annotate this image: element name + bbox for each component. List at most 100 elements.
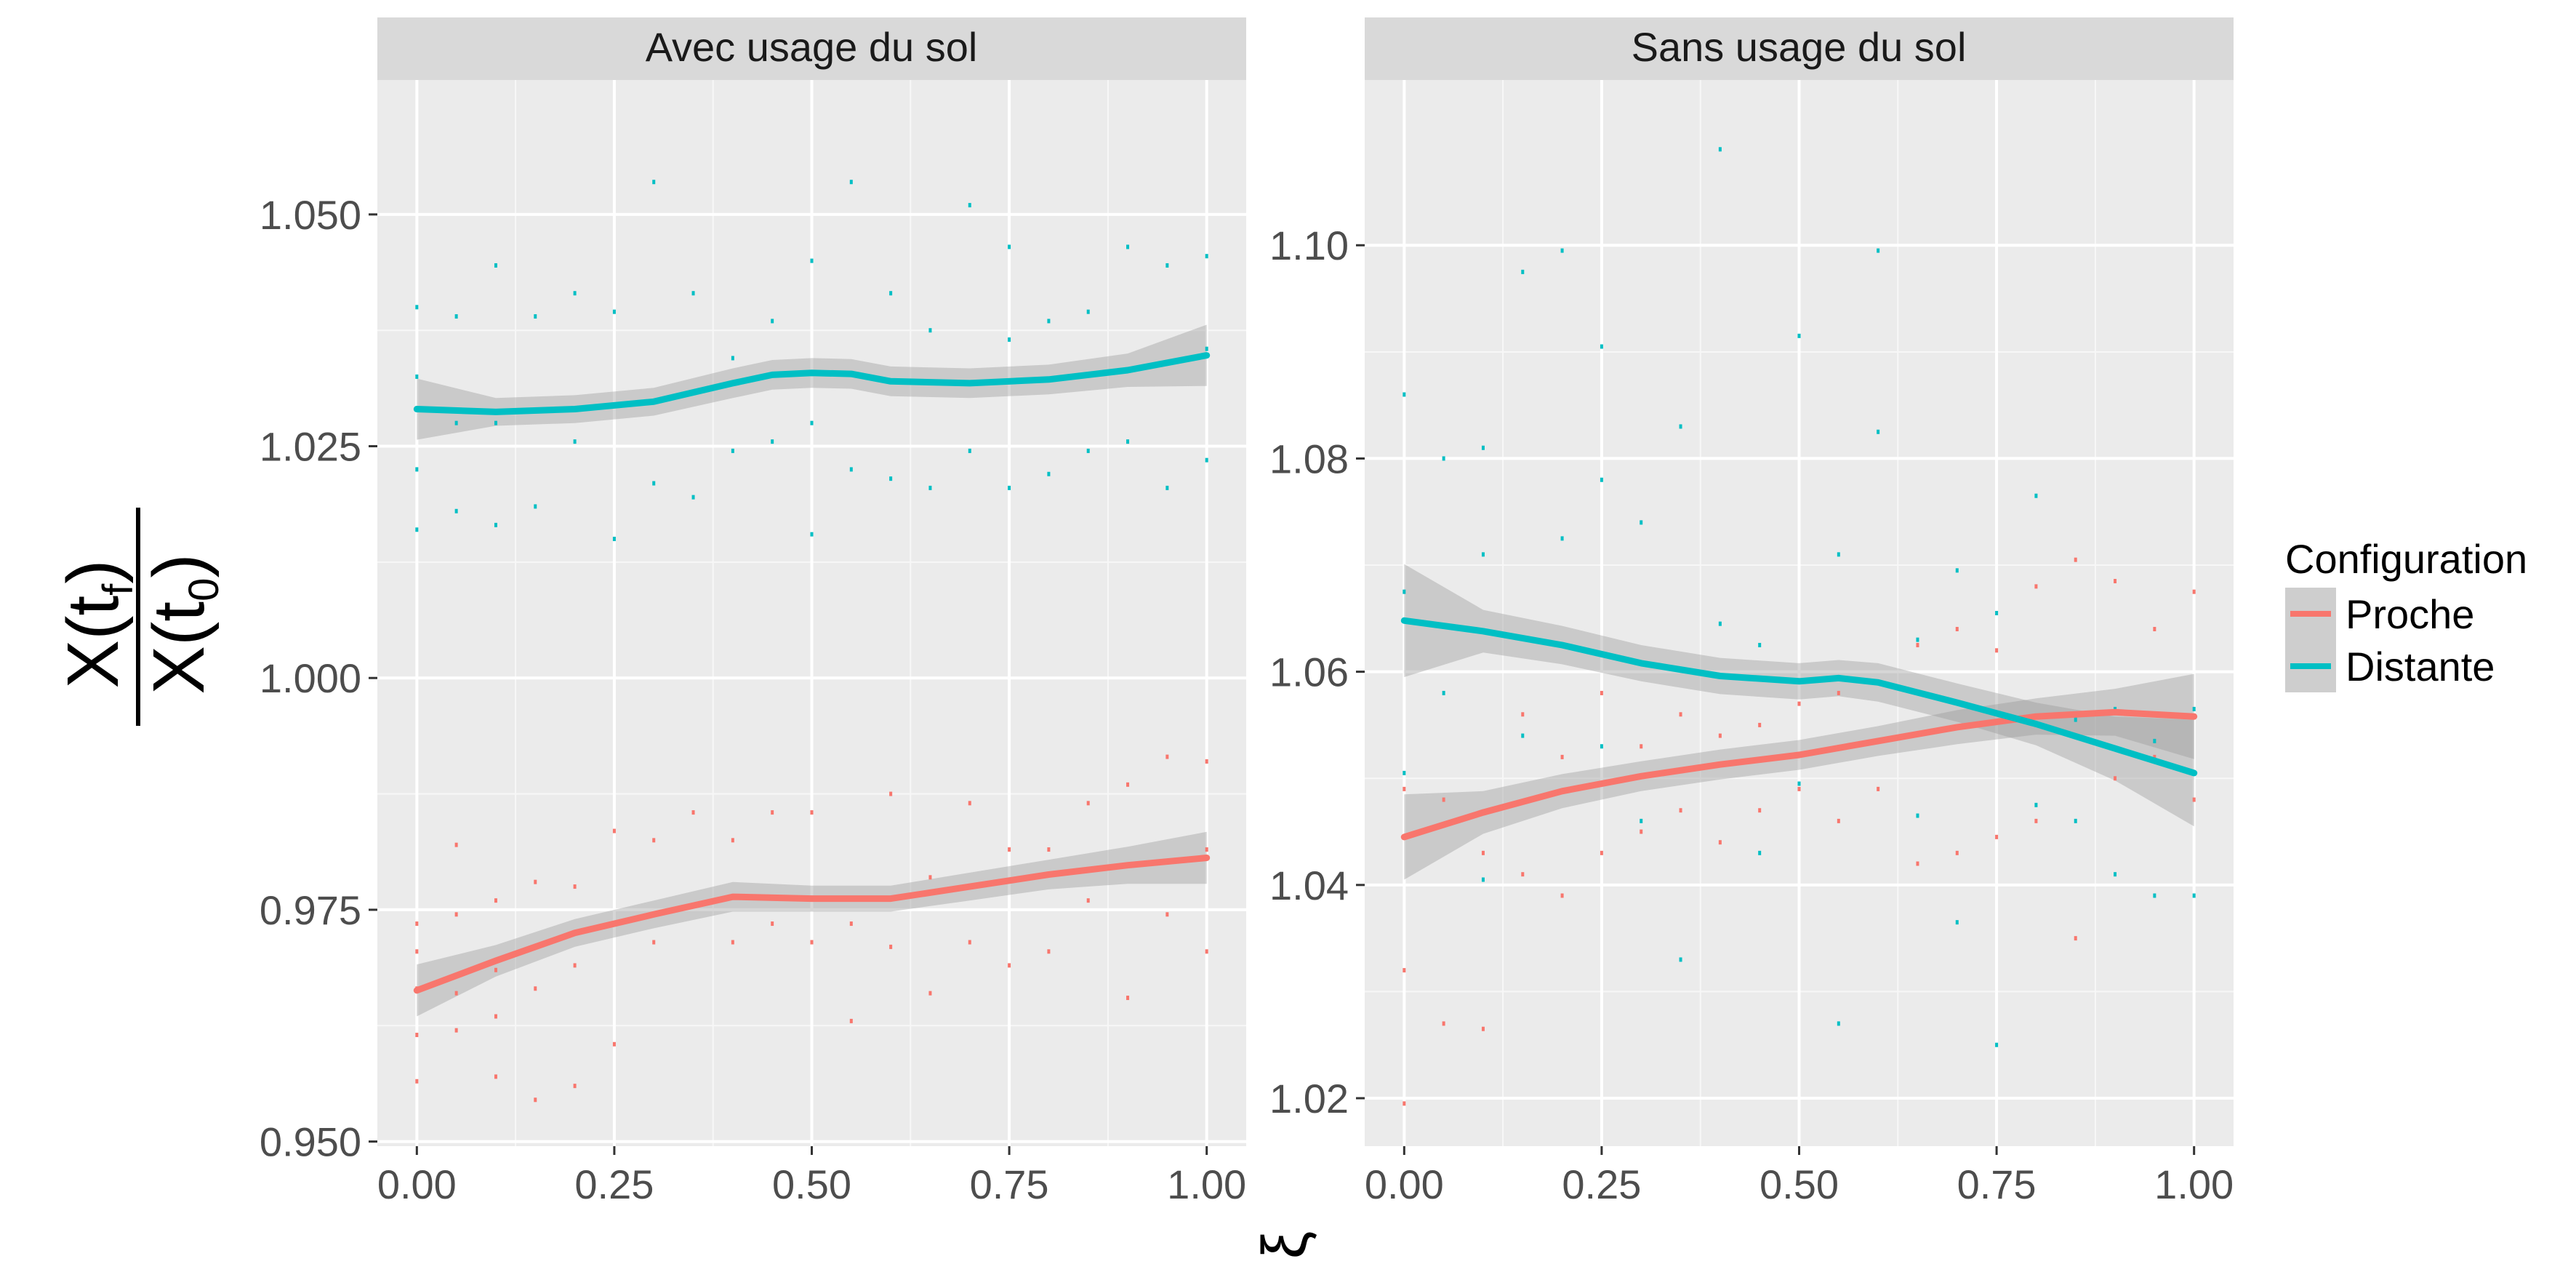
x-tick-label: 0.25 (1562, 1161, 1641, 1207)
data-point-proche (494, 898, 497, 903)
data-point-proche (534, 879, 537, 884)
smooth-line-proche (1400, 708, 2198, 841)
data-point-distante (1086, 448, 1090, 453)
data-point-proche (612, 828, 616, 833)
y-axis-title: X(tf) X(t0) (52, 508, 228, 726)
data-point-proche (1877, 786, 1880, 791)
data-point-proche (1955, 626, 1959, 631)
data-point-proche (1165, 912, 1169, 917)
data-point-distante (1995, 1042, 1999, 1047)
data-point-distante (889, 476, 893, 481)
data-point-proche (415, 1079, 419, 1084)
data-point-proche (534, 1097, 537, 1103)
data-point-proche (928, 991, 932, 996)
data-point-distante (1837, 552, 1840, 557)
data-point-distante (1481, 445, 1485, 450)
data-point-proche (454, 912, 458, 917)
data-point-proche (1008, 847, 1011, 852)
data-point-proche (494, 967, 497, 972)
data-point-distante (494, 522, 497, 527)
data-point-distante (1481, 877, 1485, 882)
data-point-distante (928, 328, 932, 333)
x-tick-label: 0.00 (377, 1161, 457, 1207)
data-point-proche (1718, 840, 1722, 845)
data-points (1403, 147, 2196, 1106)
data-point-distante (1797, 781, 1801, 786)
data-point-proche (652, 940, 656, 945)
data-point-proche (415, 921, 419, 927)
data-point-proche (968, 940, 971, 945)
data-point-distante (454, 508, 458, 513)
y-tick-label: 0.975 (260, 887, 361, 933)
data-point-proche (810, 940, 814, 945)
data-point-distante (494, 420, 497, 425)
data-point-distante (652, 180, 656, 185)
data-point-proche (454, 991, 458, 996)
data-point-distante (2074, 818, 2077, 823)
data-point-distante (2114, 872, 2117, 877)
data-point-proche (494, 1074, 497, 1079)
data-point-distante (2153, 738, 2156, 743)
data-point-distante (810, 420, 814, 425)
data-point-proche (731, 838, 734, 843)
data-point-distante (2192, 893, 2196, 898)
data-point-distante (573, 291, 577, 296)
smooth-lines (413, 352, 1211, 994)
data-point-distante (415, 305, 419, 310)
data-point-proche (415, 1033, 419, 1038)
data-point-proche (652, 838, 656, 843)
data-point-distante (691, 495, 695, 500)
data-point-proche (1718, 733, 1722, 738)
data-point-distante (1797, 333, 1801, 338)
data-point-proche (573, 963, 577, 968)
data-point-distante (1877, 429, 1880, 434)
data-point-distante (652, 481, 656, 486)
data-point-proche (771, 921, 774, 927)
x-tick-label: 0.50 (772, 1161, 851, 1207)
data-point-proche (1521, 712, 1525, 717)
data-point-proche (810, 810, 814, 815)
x-tick-label: 1.00 (2154, 1161, 2234, 1207)
data-point-proche (1442, 797, 1445, 802)
data-point-proche (1640, 829, 1643, 834)
data-point-distante (1008, 485, 1011, 490)
y-tick-label: 1.10 (1269, 223, 1349, 268)
data-point-proche (1600, 850, 1603, 855)
y-axis-title-numerator: X(tf) (52, 559, 142, 688)
data-point-distante (1837, 1021, 1840, 1026)
smooth-line-distante (1400, 617, 2198, 777)
y-tick-label: 1.08 (1269, 436, 1349, 481)
data-point-proche (415, 949, 419, 954)
data-point-distante (1521, 733, 1525, 738)
data-point-proche (573, 884, 577, 889)
data-point-distante (1205, 457, 1208, 463)
facet-strip-title: Avec usage du sol (646, 24, 978, 70)
y-tick-label: 1.000 (260, 655, 361, 701)
data-point-proche (1403, 1101, 1406, 1106)
data-point-proche (534, 986, 537, 991)
data-point-distante (1877, 248, 1880, 253)
data-point-distante (1600, 344, 1603, 349)
x-tick-label: 0.75 (970, 1161, 1049, 1207)
data-point-proche (494, 1014, 497, 1019)
data-point-distante (1916, 813, 1919, 818)
data-point-distante (454, 314, 458, 319)
data-point-distante (1165, 263, 1169, 268)
data-point-distante (1008, 244, 1011, 249)
data-point-proche (1008, 963, 1011, 968)
data-point-distante (1600, 477, 1603, 482)
data-point-proche (1560, 893, 1564, 898)
confidence-ribbon-distante (1404, 564, 2194, 827)
data-point-distante (1679, 424, 1682, 429)
x-tick-label: 0.25 (574, 1161, 654, 1207)
data-point-proche (1403, 968, 1406, 973)
data-point-distante (1205, 346, 1208, 351)
data-point-proche (1640, 744, 1643, 749)
data-point-proche (849, 921, 853, 927)
data-point-proche (2034, 818, 2038, 823)
data-point-distante (1403, 770, 1406, 775)
legend: Configuration Proche Distante (2285, 536, 2527, 692)
data-point-proche (2114, 776, 2117, 781)
data-point-proche (2114, 579, 2117, 584)
